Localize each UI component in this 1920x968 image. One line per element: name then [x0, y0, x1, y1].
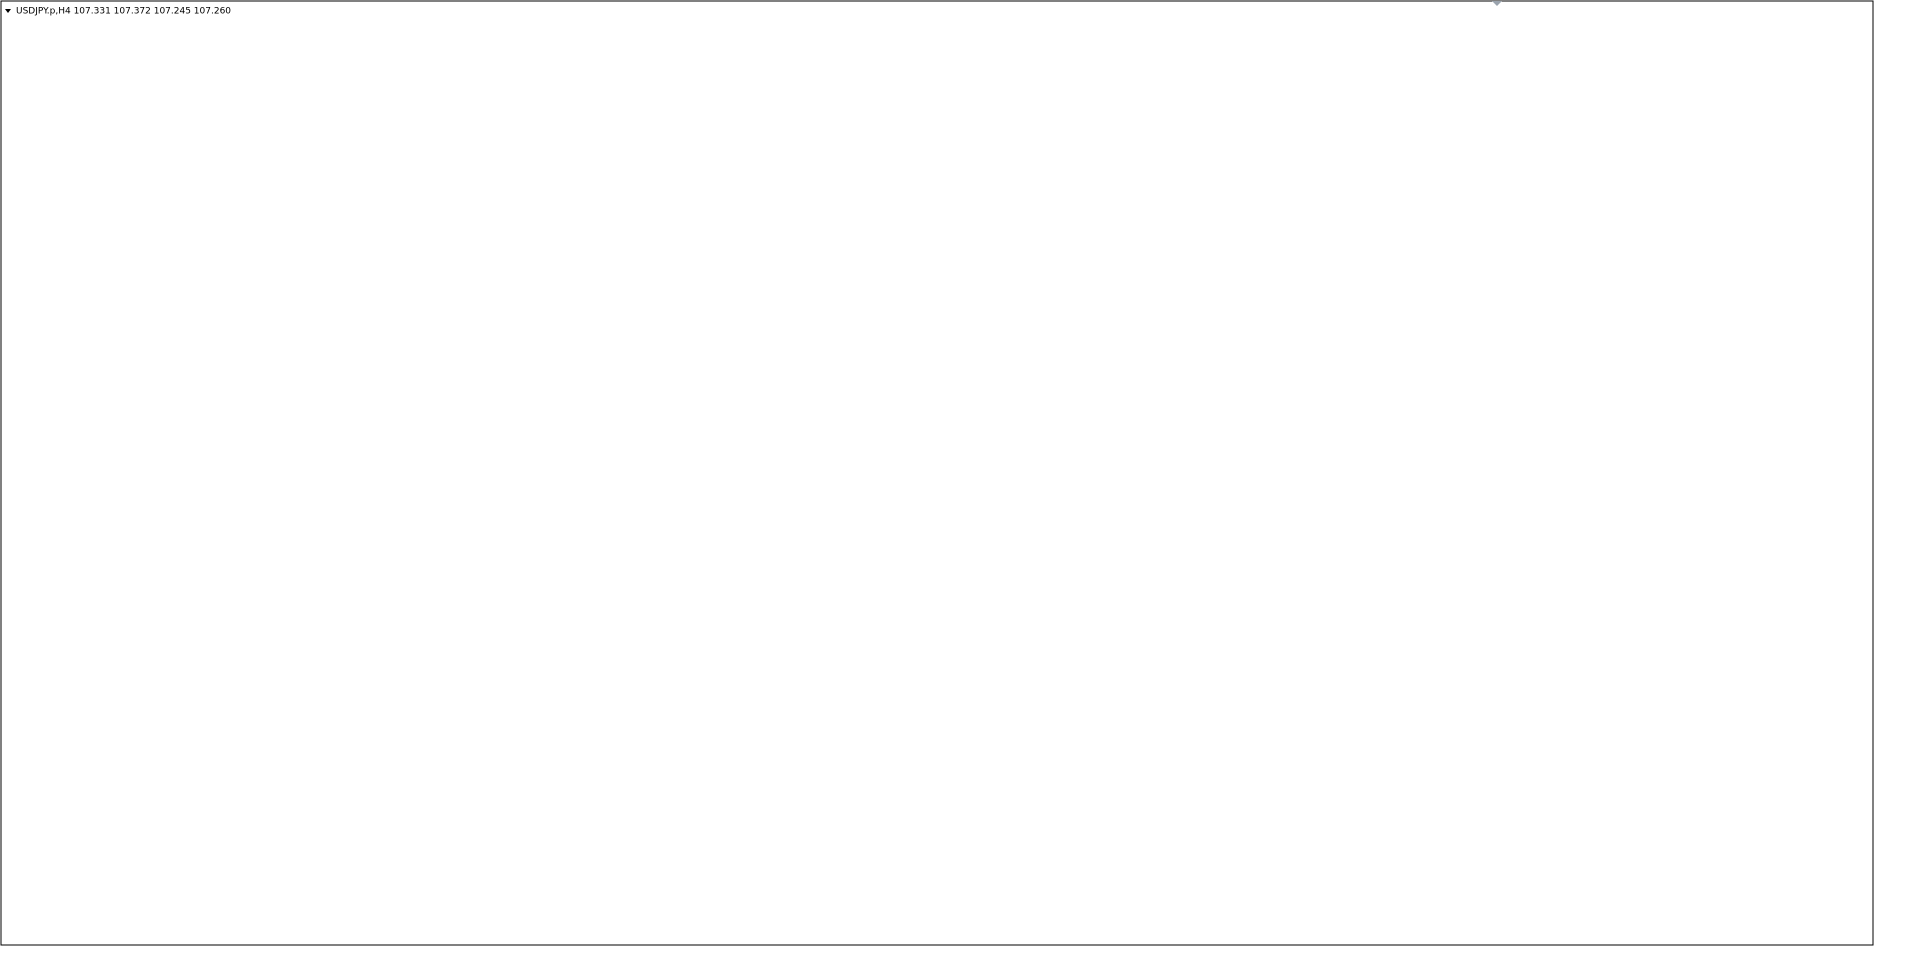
shift-marker [1492, 1, 1502, 6]
chart-title: USDJPY.p,H4 107.331 107.372 107.245 107.… [16, 7, 231, 17]
plot-area [0, 0, 1874, 946]
menu-arrow[interactable] [5, 9, 11, 13]
